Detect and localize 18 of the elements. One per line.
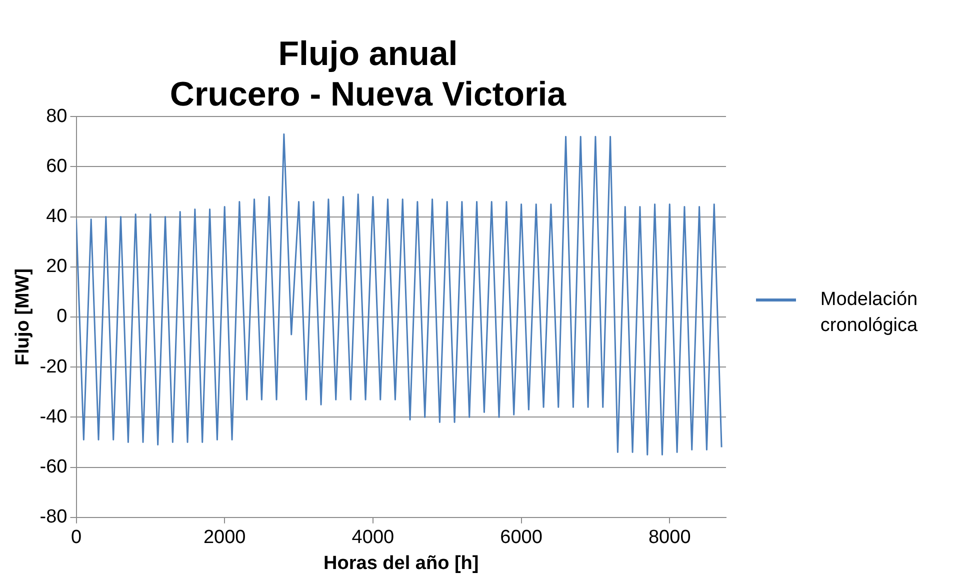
y-tick-label: 80 xyxy=(46,106,68,127)
y-tick-label: -80 xyxy=(40,506,68,528)
y-axis-title: Flujo [MW] xyxy=(12,268,34,366)
y-tick-label: -60 xyxy=(40,456,68,478)
x-tick-label: 6000 xyxy=(500,527,542,548)
y-tick-label: 40 xyxy=(46,206,68,228)
x-axis-title: Horas del año [h] xyxy=(324,552,479,574)
x-tick-label: 8000 xyxy=(648,527,691,548)
y-tick-label: 20 xyxy=(46,256,68,278)
x-tick-label: 2000 xyxy=(203,527,246,548)
y-tick-label: -20 xyxy=(40,356,68,378)
y-tick-label: 60 xyxy=(46,156,68,177)
y-tick-label: 0 xyxy=(56,306,68,328)
x-tick-label: 4000 xyxy=(352,527,394,548)
legend-label: Modelación cronológica xyxy=(820,289,918,336)
y-tick-label: -40 xyxy=(40,406,68,428)
x-tick-label: 0 xyxy=(70,527,82,548)
chart-title: Flujo anual Crucero - Nueva Victoria xyxy=(170,34,568,114)
